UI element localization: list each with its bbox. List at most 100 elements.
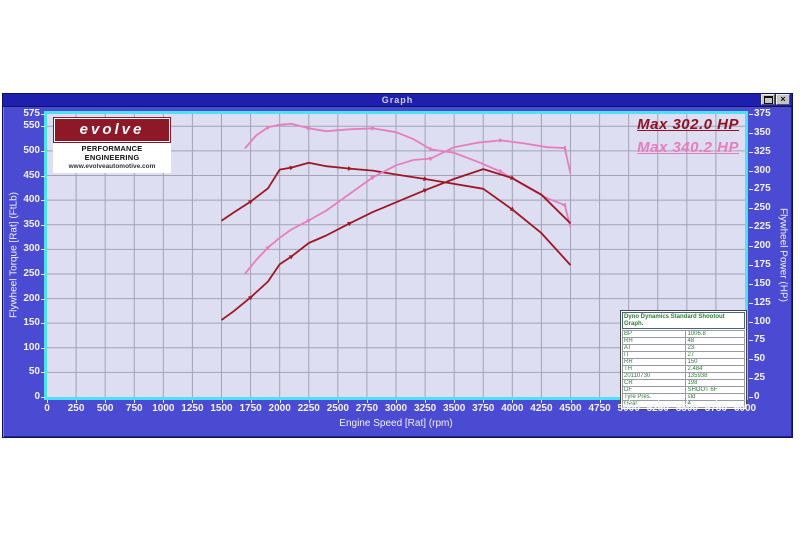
x-axis-tick-mark	[47, 400, 48, 403]
run-info-cell: SHOOT 6F	[685, 386, 745, 394]
left-axis-tick-label: 400	[23, 194, 40, 206]
close-button[interactable]: ×	[776, 94, 790, 105]
x-axis-tick-mark	[192, 400, 194, 403]
x-axis-tick-label: 4500	[559, 403, 582, 414]
run-info-row: Tyre Pres. std	[621, 393, 745, 401]
torque-pink-curve-marker	[265, 125, 271, 131]
right-axis-tick-label: 0	[754, 391, 760, 402]
left-axis-tick-label: 150	[23, 317, 40, 329]
x-axis-tick-label: 5750	[704, 403, 728, 414]
run-info-cell: DF	[621, 386, 687, 394]
torque-red-curve-marker	[289, 165, 295, 171]
x-axis-tick-label: 6000	[733, 403, 757, 414]
x-axis-tick-label: 1500	[210, 403, 233, 414]
x-axis-title: Engine Speed [Rat] (rpm)	[339, 418, 453, 429]
x-axis-tick-label: 2750	[355, 403, 379, 414]
x-axis-tick-mark	[250, 400, 252, 403]
x-axis-tick-label: 750	[125, 403, 143, 414]
right-axis-tick-mark	[749, 132, 753, 134]
x-axis-tick-label: 3000	[384, 403, 408, 414]
x-axis-tick-mark	[657, 400, 659, 403]
x-axis-tick-mark	[366, 400, 368, 403]
restore-button[interactable]	[761, 94, 775, 105]
power-red-curve-marker	[509, 175, 515, 180]
left-axis-tick-label: 500	[23, 144, 40, 156]
right-axis-tick-label: 75	[754, 334, 766, 346]
run-info-cell: BP	[621, 330, 687, 338]
x-axis-tick-mark	[715, 400, 717, 403]
x-axis-tick-label: 1250	[181, 403, 204, 414]
x-axis-tick-label: 5500	[675, 403, 698, 414]
right-axis-tick-mark	[749, 189, 753, 191]
right-axis-tick-mark	[749, 283, 753, 285]
x-axis-tick-label: 2000	[268, 403, 291, 414]
right-axis-tick-label: 200	[754, 240, 771, 252]
right-axis-tick-label: 125	[754, 296, 771, 308]
left-axis-tick-label: 0	[34, 391, 40, 402]
window-title: Graph	[381, 95, 414, 105]
x-axis-tick-label: 4750	[588, 403, 611, 414]
evolve-logo-wordmark: evolve	[53, 117, 171, 143]
left-axis-tick-label: 200	[23, 292, 40, 304]
run-info-cell: 150	[685, 358, 745, 366]
run-info-cell: TH	[621, 365, 687, 373]
right-axis-tick-label: 225	[754, 221, 771, 233]
x-axis-tick-mark	[483, 400, 485, 403]
run-info-row: AT 23	[621, 344, 745, 352]
x-axis-tick-mark	[337, 400, 339, 403]
left-axis-tick-mark	[41, 126, 45, 128]
right-axis-tick-label: 325	[754, 145, 771, 157]
x-axis-tick-mark	[541, 400, 543, 403]
left-axis-tick-mark	[41, 347, 45, 349]
torque-red-curve-marker	[347, 166, 353, 171]
power-pink-curve-marker	[428, 156, 434, 162]
left-axis-tick-mark	[41, 175, 45, 177]
left-axis-tick-label: 350	[23, 218, 40, 230]
power-pink-curve-marker	[306, 219, 312, 224]
right-axis-tick-label: 375	[754, 108, 771, 119]
x-axis-tick-mark	[308, 400, 310, 403]
evolve-logo-tagline: PERFORMANCE ENGINEERING	[81, 144, 143, 162]
max-power-red-label: Max 302.0 HP	[637, 116, 739, 133]
power-pink-curve-marker	[265, 245, 271, 251]
x-axis-tick-label: 3750	[472, 403, 495, 414]
run-info-cell: 1006.8	[685, 330, 745, 338]
run-info-row: IT 27	[621, 351, 745, 359]
run-info-cell: 27	[685, 351, 745, 359]
right-axis-tick-mark	[749, 340, 753, 342]
x-axis-tick-mark	[570, 400, 572, 403]
torque-pink-curve-marker	[561, 202, 567, 208]
run-info-row: CR 198	[621, 379, 745, 387]
right-axis-tick-label: 350	[754, 126, 771, 138]
torque-red-curve-marker	[423, 176, 428, 182]
run-info-cell: AT	[621, 344, 687, 352]
left-axis-tick-label: 250	[23, 267, 40, 279]
run-info-cell: RH	[621, 337, 687, 345]
evolve-logo-url: www.evolveautomotive.com	[68, 163, 156, 170]
x-axis-tick-mark	[396, 400, 397, 403]
left-axis-tick-label: 550	[23, 120, 40, 132]
x-axis-tick-label: 0	[44, 403, 50, 414]
run-info-row: RR 150	[621, 358, 745, 366]
title-bar[interactable]: Graph ×	[3, 94, 792, 107]
evolve-logo: evolve PERFORMANCE ENGINEERING www.evolv…	[53, 117, 171, 173]
max-power-pink-label: Max 340.2 HP	[637, 139, 739, 156]
run-info-table: Dyno Dynamics Standard Shootout Graph. B…	[620, 310, 747, 410]
x-axis-tick-label: 1750	[239, 403, 262, 414]
x-axis-tick-label: 2250	[297, 403, 320, 414]
run-info-cell: IT	[621, 351, 687, 359]
right-axis-tick-mark	[749, 264, 753, 266]
right-axis-tick-label: 50	[754, 353, 766, 365]
run-info-cell: 2.484	[685, 365, 745, 373]
right-axis-tick-mark	[749, 208, 753, 210]
left-axis-tick-label: 50	[28, 366, 40, 378]
left-axis-tick-mark	[41, 114, 45, 115]
right-axis-tick-label: 250	[754, 202, 771, 214]
left-axis-tick-mark	[41, 200, 45, 202]
right-axis-tick-label: 275	[754, 183, 771, 195]
run-info-row: Gear 4	[621, 400, 745, 408]
x-axis-tick-mark	[686, 400, 688, 403]
x-axis-tick-mark	[628, 400, 630, 403]
torque-pink-curve-marker	[306, 125, 312, 131]
